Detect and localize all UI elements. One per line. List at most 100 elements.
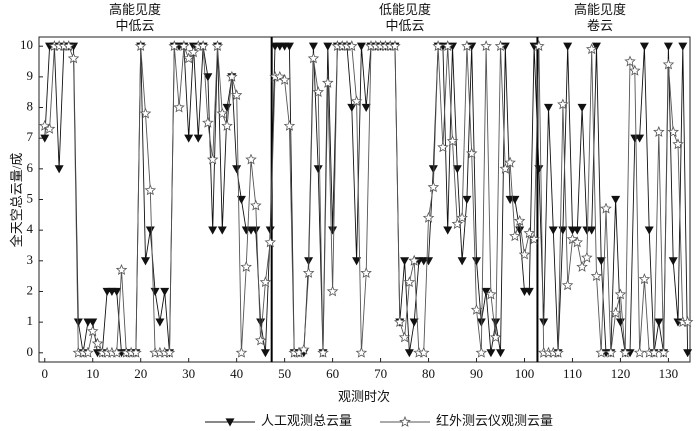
point (328, 226, 338, 235)
point (457, 257, 467, 266)
legend-label: 人工观测总云量 (261, 413, 352, 428)
x-tick-label: 90 (470, 366, 483, 381)
point (197, 40, 209, 52)
point (614, 288, 627, 300)
point (355, 346, 368, 358)
point (663, 42, 673, 51)
point (470, 303, 483, 315)
point (672, 138, 684, 150)
point (254, 334, 267, 346)
x-tick-label: 110 (563, 366, 582, 381)
point (187, 46, 200, 58)
x-tick-label: 70 (374, 366, 387, 381)
point (87, 325, 99, 337)
point (313, 165, 323, 174)
point (432, 40, 444, 52)
point (524, 287, 534, 296)
point (400, 257, 410, 266)
point (446, 135, 459, 147)
point (40, 134, 50, 143)
point (490, 331, 502, 343)
point (347, 103, 357, 113)
point (221, 119, 233, 131)
point (667, 125, 680, 137)
y-tick-label: 4 (27, 221, 34, 236)
point (312, 86, 325, 98)
point (178, 40, 190, 52)
x-tick-label: 50 (278, 366, 291, 381)
point (82, 346, 94, 358)
x-tick-label: 100 (515, 366, 535, 381)
y-tick-label: 0 (27, 344, 34, 359)
point (409, 318, 419, 327)
point (403, 276, 416, 288)
point (422, 211, 435, 223)
point (141, 257, 151, 266)
point (302, 267, 315, 278)
point (481, 287, 491, 296)
point (217, 226, 227, 235)
point (145, 226, 155, 235)
point (144, 184, 157, 196)
point (451, 217, 464, 229)
point (260, 349, 270, 358)
point (259, 276, 272, 288)
point (480, 40, 492, 52)
point (326, 285, 339, 297)
x-tick-label: 120 (611, 366, 631, 381)
point (657, 346, 670, 358)
y-tick-label: 5 (27, 190, 34, 205)
point (523, 227, 535, 239)
region-label: 低能见度 (379, 2, 431, 17)
point (428, 165, 438, 174)
point (424, 257, 434, 266)
point (298, 343, 310, 355)
series-line (44, 45, 688, 354)
region-label: 中低云 (385, 18, 424, 33)
point (346, 40, 358, 52)
point (662, 58, 675, 70)
point (576, 260, 588, 272)
point (615, 318, 625, 327)
point (638, 273, 651, 285)
point (600, 202, 612, 214)
point (256, 318, 266, 327)
point (67, 52, 80, 64)
point (232, 165, 242, 174)
point (557, 98, 569, 110)
point (240, 260, 252, 272)
point (91, 337, 104, 349)
point (150, 287, 160, 296)
point (513, 214, 526, 226)
point (563, 42, 573, 51)
y-tick-label: 9 (27, 68, 34, 83)
point (245, 153, 257, 165)
region-label: 高能见度 (109, 2, 161, 17)
point (203, 73, 213, 82)
point (644, 226, 654, 235)
y-tick-label: 10 (20, 37, 33, 52)
point (518, 248, 531, 260)
point (605, 346, 617, 358)
x-tick-label: 80 (422, 366, 435, 381)
point (226, 70, 238, 82)
point (437, 141, 449, 153)
point (619, 346, 631, 358)
point (485, 288, 497, 300)
point (476, 318, 486, 327)
point (668, 257, 678, 266)
point (678, 42, 688, 51)
series-line (44, 45, 689, 354)
x-tick-label: 0 (42, 366, 49, 381)
point (155, 318, 165, 327)
x-tick-label: 60 (326, 366, 339, 381)
point (572, 226, 582, 235)
point (528, 233, 540, 245)
point (163, 346, 176, 358)
point (596, 257, 606, 266)
point (499, 162, 512, 174)
point (350, 95, 363, 107)
x-tick-label: 10 (86, 366, 99, 381)
point (571, 236, 583, 248)
point (284, 42, 294, 51)
